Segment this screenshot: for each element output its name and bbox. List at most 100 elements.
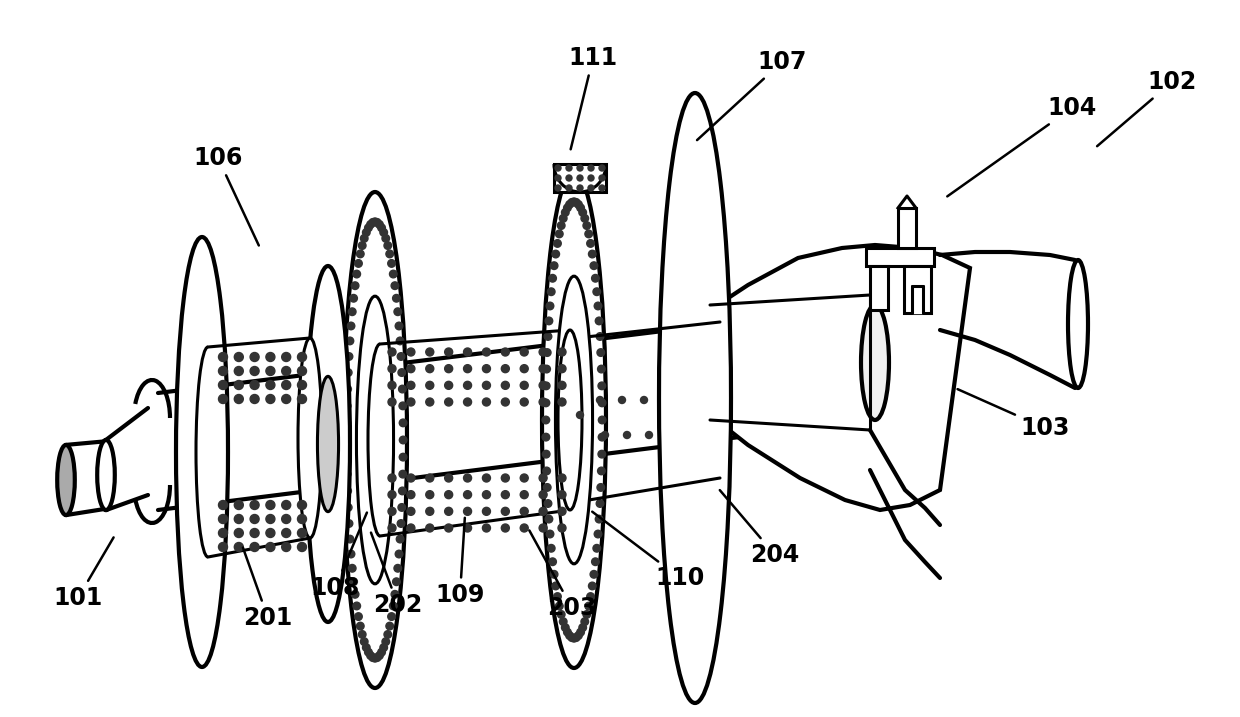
Circle shape (298, 528, 306, 538)
Circle shape (521, 381, 528, 389)
Circle shape (265, 353, 275, 361)
Circle shape (482, 365, 491, 373)
Circle shape (384, 242, 392, 250)
Polygon shape (711, 245, 970, 510)
Circle shape (539, 398, 547, 406)
Circle shape (425, 490, 434, 498)
Text: 104: 104 (947, 96, 1096, 196)
Circle shape (521, 508, 528, 516)
Circle shape (281, 394, 290, 404)
Circle shape (595, 516, 603, 523)
Circle shape (218, 543, 227, 551)
Text: 107: 107 (697, 50, 807, 140)
Circle shape (579, 209, 587, 217)
Circle shape (425, 508, 434, 516)
Circle shape (501, 365, 510, 373)
Circle shape (556, 175, 560, 181)
Circle shape (501, 474, 510, 482)
Circle shape (591, 275, 599, 282)
Circle shape (265, 515, 275, 523)
Circle shape (542, 450, 551, 458)
Ellipse shape (542, 172, 606, 668)
Circle shape (218, 515, 227, 523)
Circle shape (590, 262, 598, 270)
Circle shape (388, 474, 396, 482)
Circle shape (355, 613, 362, 620)
Circle shape (558, 524, 565, 532)
Circle shape (464, 365, 471, 373)
Circle shape (298, 543, 306, 551)
Ellipse shape (343, 192, 407, 688)
Text: 203: 203 (529, 531, 596, 620)
Circle shape (386, 250, 393, 257)
Circle shape (521, 398, 528, 406)
Circle shape (546, 317, 553, 325)
Text: 204: 204 (719, 490, 800, 567)
Circle shape (396, 322, 403, 330)
Circle shape (568, 199, 575, 206)
Circle shape (539, 490, 547, 498)
Circle shape (543, 467, 551, 475)
Circle shape (378, 648, 386, 656)
Circle shape (543, 484, 551, 491)
Polygon shape (904, 266, 931, 313)
Circle shape (601, 432, 609, 439)
Ellipse shape (57, 445, 74, 515)
Polygon shape (870, 266, 888, 310)
Circle shape (558, 348, 565, 356)
Circle shape (564, 204, 572, 212)
Text: 202: 202 (371, 533, 423, 617)
Circle shape (577, 412, 584, 419)
Circle shape (343, 385, 351, 393)
Circle shape (281, 381, 290, 389)
Circle shape (391, 282, 399, 290)
Circle shape (343, 487, 351, 495)
Circle shape (546, 302, 554, 310)
Text: 101: 101 (53, 538, 114, 610)
Circle shape (398, 369, 405, 376)
Circle shape (346, 536, 353, 543)
Circle shape (345, 353, 353, 360)
Circle shape (624, 432, 630, 439)
Circle shape (370, 219, 377, 227)
Text: 103: 103 (957, 389, 1070, 440)
Circle shape (596, 333, 604, 341)
Circle shape (521, 348, 528, 356)
Circle shape (298, 500, 306, 510)
Circle shape (593, 288, 600, 295)
Circle shape (577, 204, 584, 212)
Circle shape (425, 365, 434, 373)
Circle shape (298, 366, 306, 376)
Circle shape (577, 175, 583, 181)
Circle shape (298, 353, 306, 361)
Circle shape (573, 199, 580, 206)
Circle shape (445, 398, 453, 406)
Circle shape (553, 593, 562, 600)
Circle shape (595, 317, 603, 325)
Circle shape (388, 381, 396, 389)
Circle shape (551, 571, 558, 578)
Circle shape (298, 394, 306, 404)
Circle shape (598, 365, 605, 373)
Polygon shape (911, 286, 923, 313)
Circle shape (543, 365, 551, 373)
Circle shape (397, 520, 404, 527)
Circle shape (445, 381, 453, 389)
Circle shape (348, 564, 356, 572)
Circle shape (265, 381, 275, 389)
Circle shape (367, 652, 374, 660)
Circle shape (585, 602, 593, 610)
Circle shape (396, 550, 403, 558)
Circle shape (588, 185, 594, 191)
Circle shape (558, 611, 565, 618)
Circle shape (587, 593, 594, 600)
Circle shape (558, 474, 565, 482)
Circle shape (250, 381, 259, 389)
Circle shape (589, 582, 596, 590)
Circle shape (539, 524, 547, 532)
Circle shape (521, 524, 528, 532)
Circle shape (265, 500, 275, 510)
Circle shape (407, 348, 415, 356)
Circle shape (464, 398, 471, 406)
Circle shape (542, 416, 549, 424)
